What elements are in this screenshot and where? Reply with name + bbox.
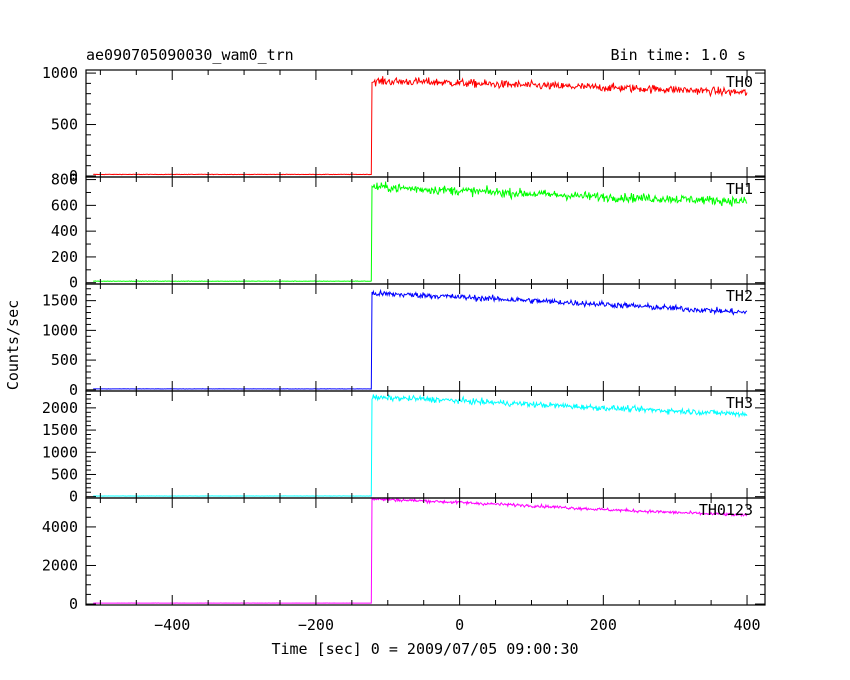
y-tick-label: 0 bbox=[69, 488, 78, 506]
y-tick-label: 1000 bbox=[42, 64, 78, 82]
y-tick-label: 200 bbox=[51, 248, 78, 266]
y-axis-label: Counts/sec bbox=[4, 300, 22, 390]
x-axis-label: Time [sec] 0 = 2009/07/05 09:00:30 bbox=[271, 640, 578, 658]
y-tick-label: 0 bbox=[69, 274, 78, 292]
series-line-th1 bbox=[93, 181, 748, 283]
bin-time-label: Bin time: 1.0 s bbox=[611, 46, 746, 64]
y-tick-label: 400 bbox=[51, 222, 78, 240]
chart-title: ae090705090030_wam0_trn bbox=[86, 46, 294, 64]
y-tick-label: 2000 bbox=[42, 399, 78, 417]
x-tick-label: 400 bbox=[733, 616, 760, 634]
series-label-th0: TH0 bbox=[726, 73, 753, 91]
series-label-th0123: TH0123 bbox=[699, 501, 753, 519]
y-tick-label: 2000 bbox=[42, 556, 78, 574]
y-tick-label: 0 bbox=[69, 381, 78, 399]
y-tick-label: 800 bbox=[51, 171, 78, 189]
series-label-th3: TH3 bbox=[726, 394, 753, 412]
y-tick-label: 0 bbox=[69, 167, 78, 185]
series-line-th0123 bbox=[93, 496, 748, 604]
x-tick-label: −400 bbox=[154, 616, 190, 634]
series-line-th2 bbox=[93, 288, 748, 390]
x-tick-label: −200 bbox=[298, 616, 334, 634]
y-tick-label: 500 bbox=[51, 351, 78, 369]
series-line-th0 bbox=[93, 76, 748, 176]
series-label-th1: TH1 bbox=[726, 180, 753, 198]
panel-frame-th0123 bbox=[85, 497, 766, 606]
y-tick-label: 1500 bbox=[42, 421, 78, 439]
panel-frame-th2 bbox=[85, 283, 766, 392]
x-tick-label: 0 bbox=[455, 616, 464, 634]
series-line-th3 bbox=[93, 394, 748, 497]
y-tick-label: 500 bbox=[51, 116, 78, 134]
y-tick-label: 500 bbox=[51, 465, 78, 483]
panel-frame-th0 bbox=[85, 69, 766, 178]
y-tick-label: 1500 bbox=[42, 292, 78, 310]
series-label-th2: TH2 bbox=[726, 287, 753, 305]
panel-frame-th3 bbox=[85, 390, 766, 499]
x-tick-label: 200 bbox=[590, 616, 617, 634]
panel-frame-th1 bbox=[85, 176, 766, 285]
y-tick-label: 600 bbox=[51, 196, 78, 214]
y-tick-label: 1000 bbox=[42, 321, 78, 339]
y-tick-label: 0 bbox=[69, 595, 78, 613]
y-tick-label: 1000 bbox=[42, 443, 78, 461]
y-tick-label: 4000 bbox=[42, 518, 78, 536]
panels: 0 500 1000 TH0 0 200 400 600 800 TH1 0 500 1000 1500 T… bbox=[42, 64, 766, 634]
